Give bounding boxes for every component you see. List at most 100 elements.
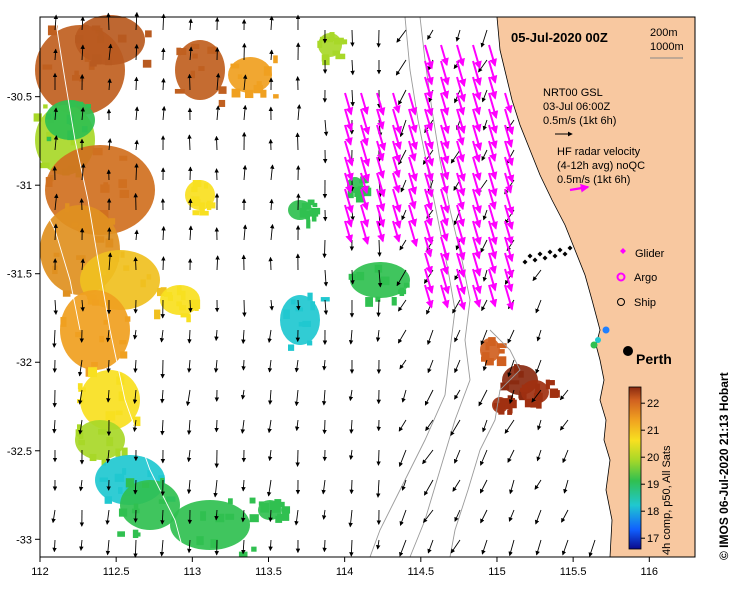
sst-pixel — [122, 468, 127, 475]
map-title: 05-Jul-2020 00Z — [511, 30, 608, 45]
current-arrow — [322, 419, 327, 435]
hf-radar-arrow — [456, 76, 467, 103]
current-arrow — [80, 258, 85, 271]
sst-pixel — [500, 382, 510, 391]
sst-pixel — [320, 297, 330, 302]
current-arrow — [242, 299, 247, 318]
current-arrow — [482, 419, 488, 433]
hf-radar-arrow — [440, 108, 450, 135]
current-arrow — [215, 255, 220, 271]
current-arrow — [132, 419, 138, 433]
sst-pixel — [136, 532, 141, 537]
current-arrow — [377, 239, 382, 257]
current-arrow — [399, 359, 407, 370]
sst-pixel — [290, 299, 296, 305]
sst-pixel — [524, 399, 534, 408]
hf-radar-arrow — [456, 268, 467, 296]
hf-radar-arrow — [440, 268, 451, 295]
hf-radar-arrow — [392, 156, 401, 179]
sst-pixel — [88, 367, 98, 378]
hf-radar-arrow — [472, 124, 483, 151]
current-arrow — [134, 43, 139, 61]
current-arrow — [296, 104, 302, 121]
current-arrow — [481, 539, 488, 555]
current-arrow — [561, 539, 569, 556]
sst-pixel — [288, 344, 295, 351]
hf-radar-arrow — [408, 156, 418, 182]
current-arrow — [188, 299, 193, 313]
sst-pixel — [249, 514, 259, 523]
sst-pixel — [98, 429, 107, 435]
current-arrow — [508, 509, 515, 522]
sst-pixel — [306, 340, 313, 346]
sst-pixel — [191, 186, 198, 193]
x-tick-label: 115 — [488, 566, 506, 578]
current-arrow — [268, 509, 273, 523]
sst-pixel — [62, 290, 71, 297]
hf-radar-arrow — [440, 44, 449, 67]
current-arrow — [562, 449, 569, 464]
current-arrow — [350, 59, 355, 76]
sst-pixel — [508, 404, 513, 414]
sst-pixel — [497, 343, 507, 349]
current-arrow — [132, 329, 138, 340]
sst-pixel — [347, 190, 354, 199]
current-arrow — [425, 419, 434, 432]
sst-patch — [60, 290, 130, 370]
current-arrow — [133, 359, 138, 373]
current-arrow — [215, 72, 221, 91]
sst-pixel — [251, 546, 257, 552]
current-arrow — [268, 256, 273, 271]
current-arrow — [161, 105, 167, 121]
hf-radar-arrow — [344, 124, 353, 146]
current-arrow — [507, 359, 515, 378]
hf-radar-arrow — [360, 140, 371, 168]
current-arrow — [53, 299, 58, 315]
sst-pixel — [160, 287, 167, 294]
hf-radar-arrow — [472, 92, 482, 116]
current-arrow — [401, 389, 407, 403]
ship-legend-label: Ship — [634, 297, 656, 309]
current-arrow — [294, 389, 300, 407]
sst-pixel — [192, 53, 198, 59]
hf-radar-arrow — [456, 60, 467, 88]
current-arrow — [134, 229, 139, 241]
scale-200m: 200m — [650, 27, 678, 39]
current-arrow — [504, 419, 515, 434]
hf-radar-arrow — [456, 252, 466, 278]
current-arrow — [294, 419, 300, 432]
sst-pixel — [253, 84, 264, 94]
current-arrow — [241, 359, 246, 371]
current-arrow — [106, 389, 111, 403]
hf-radar-arrow — [360, 172, 369, 195]
y-axis-ticks: -30.5 -31 -31.5 -32 -32.5 -33 — [7, 92, 40, 546]
sst-pixel — [145, 30, 152, 38]
current-arrow — [349, 539, 354, 557]
hf-radar-arrow — [488, 108, 498, 135]
sst-pixel — [191, 196, 200, 204]
colorbar-tick-label: 19 — [647, 479, 659, 491]
current-arrow — [105, 449, 111, 464]
hf-radar-arrow — [440, 124, 450, 150]
sst-pixel — [203, 183, 209, 189]
hf-radar-arrow — [456, 92, 466, 116]
sst-pixel — [322, 56, 330, 66]
hf-radar-arrow — [456, 156, 466, 182]
current-arrow — [537, 419, 542, 431]
hf-radar-arrow — [472, 156, 482, 182]
current-arrow — [134, 163, 139, 181]
sst-patch — [170, 500, 250, 550]
sst-pixel — [342, 39, 348, 45]
gsl-legend-line2: 03-Jul 06:00Z — [543, 101, 611, 113]
current-arrow — [398, 329, 407, 344]
sst-pixel — [46, 131, 55, 141]
sst-pixel — [374, 264, 383, 273]
x-tick-label: 112.5 — [103, 566, 130, 578]
hf-radar-arrow — [488, 172, 498, 197]
sst-pixel — [119, 155, 128, 161]
sst-pixel — [295, 307, 304, 312]
hf-radar-arrow — [424, 92, 434, 117]
hf-radar-arrow — [344, 92, 354, 116]
hf-radar-arrow — [504, 220, 514, 245]
current-arrow — [422, 449, 434, 465]
